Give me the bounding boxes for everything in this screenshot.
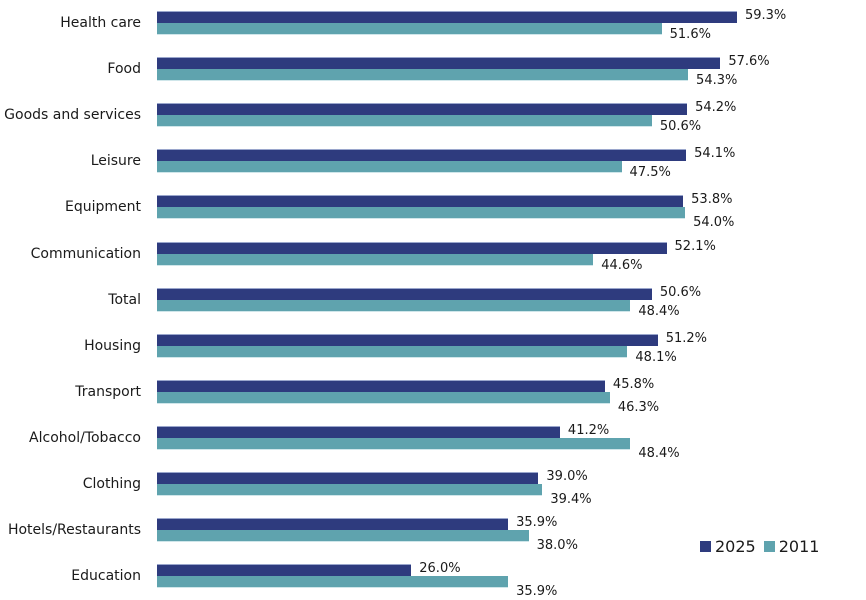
category-label: Clothing [82, 476, 141, 492]
legend-label-2011: 2011 [778, 537, 820, 556]
legend-item-2025: 2025 [700, 537, 756, 556]
data-label-2011: 48.4% [638, 303, 680, 319]
data-label-2025: 39.0% [546, 469, 588, 484]
category-label: Education [71, 568, 141, 585]
category-label: Alcohol/Tobacco [29, 429, 141, 446]
bar-2025 [157, 518, 509, 531]
category-label: Housing [84, 337, 141, 354]
bar-2011 [157, 530, 529, 543]
category-label: Goods and services [4, 107, 141, 124]
data-label-2011: 46.3% [617, 399, 660, 415]
data-label-2011: 47.5% [629, 165, 671, 181]
data-label-2025: 54.1% [694, 146, 736, 162]
data-label-2011: 50.6% [659, 119, 702, 135]
data-label-2025: 35.9% [516, 515, 558, 531]
bar-2025 [157, 195, 684, 208]
category-label: Food [107, 61, 141, 78]
legend-swatch-2011 [763, 541, 775, 552]
bar-2011 [157, 345, 628, 358]
data-label-2011: 35.9% [516, 584, 558, 600]
bar-2025 [157, 472, 539, 484]
data-label-2011: 48.4% [638, 445, 680, 461]
category-label: Equipment [65, 199, 141, 216]
category-label: Communication [30, 245, 141, 262]
category-label: Health care [60, 15, 141, 31]
bar-2011 [157, 391, 610, 404]
bar-2011 [157, 23, 662, 35]
bar-2011 [157, 161, 622, 174]
bar-2025 [157, 241, 667, 254]
bar-2011 [157, 437, 631, 450]
bar-2025 [157, 103, 688, 116]
data-label-2025: 59.3% [744, 8, 787, 23]
data-label-2011: 38.0% [536, 538, 578, 554]
category-label: Transport [75, 383, 141, 400]
data-label-2025: 26.0% [419, 561, 461, 577]
bar-2025 [157, 425, 560, 438]
category-label: Total [108, 291, 141, 308]
bar-2011 [157, 115, 652, 128]
data-label-2025: 45.8% [612, 376, 655, 392]
data-label-2025: 57.6% [728, 54, 770, 70]
bar-2011 [157, 69, 689, 82]
bar-2011 [157, 299, 631, 312]
data-label-2025: 53.8% [691, 192, 733, 208]
bar-2011 [157, 484, 543, 496]
bar-2025 [157, 379, 605, 392]
bar-2025 [157, 149, 687, 162]
bar-2025 [157, 287, 652, 300]
bar-2025 [157, 57, 721, 70]
data-label-2011: 51.6% [669, 27, 711, 42]
data-label-2011: 39.4% [550, 492, 592, 507]
chart-legend: 2025 2011 [700, 537, 827, 556]
data-label-2025: 54.2% [695, 100, 737, 116]
data-label-2025: 50.6% [659, 284, 702, 300]
bar-2011 [157, 253, 594, 266]
bar-2011 [157, 576, 509, 589]
data-label-2011: 48.1% [635, 349, 677, 365]
bar-2025 [157, 11, 737, 23]
data-label-2025: 41.2% [567, 422, 610, 438]
legend-label-2025: 2025 [715, 537, 756, 556]
data-label-2025: 51.2% [665, 330, 708, 346]
legend-swatch-2025 [700, 541, 711, 552]
data-label-2011: 54.3% [696, 73, 738, 89]
category-label: Hotels/Restaurants [7, 522, 141, 539]
data-label-2025: 52.1% [674, 238, 716, 254]
bar-2025 [157, 333, 658, 346]
data-label-2011: 54.0% [693, 215, 735, 231]
data-label-2011: 44.6% [601, 257, 643, 273]
category-label: Leisure [90, 153, 141, 170]
bar-2011 [157, 207, 686, 220]
legend-item-2011: 2011 [763, 537, 820, 556]
bar-2025 [157, 564, 412, 577]
